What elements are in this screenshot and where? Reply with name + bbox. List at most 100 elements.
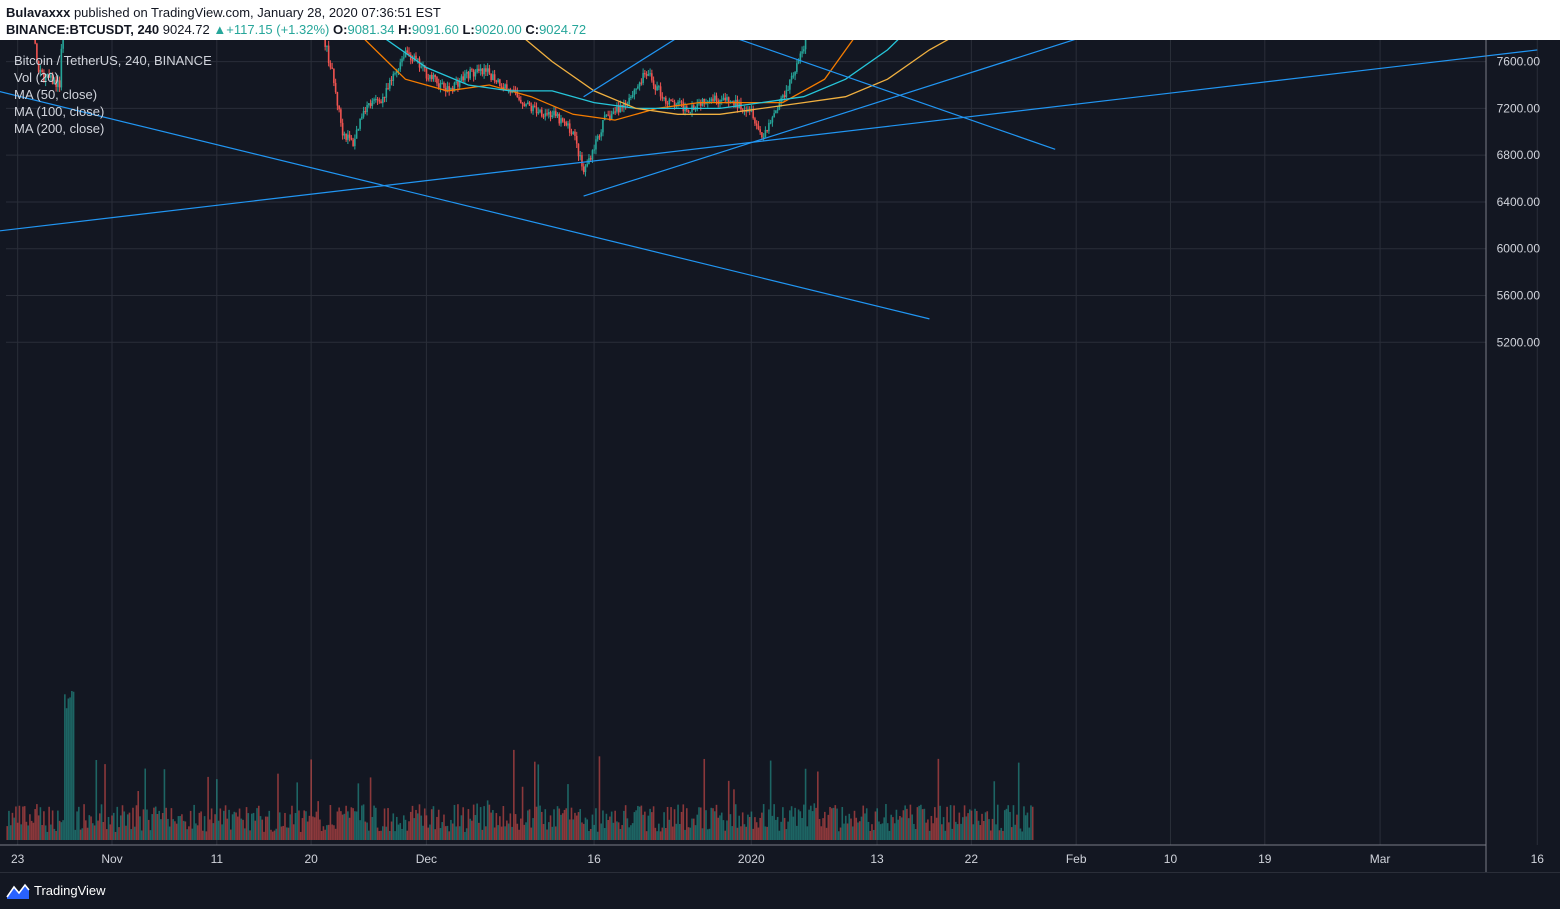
volume-bar [394,831,396,840]
candle [672,98,674,103]
candle [630,95,632,101]
candle-body [549,112,552,118]
volume-bar [502,806,505,840]
candle-body [460,76,463,82]
volume-bar [382,826,384,840]
candle [434,74,437,83]
volume-bar [986,811,989,840]
candle [469,66,471,80]
volume-bar [1014,824,1017,840]
legend-ma100[interactable]: MA (100, close) [14,104,105,119]
candle [465,69,468,79]
candle-body [727,97,730,103]
time-axis[interactable]: 23 Nov 11 20 Dec 16 2020 13 22 Feb 10 19 Mar 16 [0,844,1544,866]
candle [656,81,658,91]
volume-bar [261,819,264,840]
candle [561,117,564,123]
volume-bar [369,777,372,840]
volume-bar [416,813,419,840]
author-name[interactable]: Bulavaxxx [6,5,71,20]
volume-bar [233,811,236,840]
volume-bar [647,815,650,840]
candle [651,69,653,83]
candle [411,55,414,64]
volume-bar [568,819,571,840]
candle-body [603,115,606,121]
tradingview-brand[interactable]: TradingView [34,883,106,898]
volume-bar [462,807,464,840]
volume-bar [984,812,987,840]
candle-body [329,63,332,68]
time-tick-label: 23 [11,852,25,866]
candle [598,134,601,140]
volume-bar [375,807,377,840]
volume-bar [1000,827,1003,840]
candle [579,150,582,161]
candle-body [670,99,672,101]
candle [705,98,707,105]
volume-bar [605,813,608,840]
volume-bar [436,816,438,840]
volume-bar [516,823,519,840]
volume-bar [172,819,174,840]
volume-bar [640,805,643,840]
volume-bar [22,806,24,840]
legend-title[interactable]: Bitcoin / TetherUS, 240, BINANCE [14,53,212,68]
candle [670,99,672,102]
price-chart[interactable]: 11600.0011200.0010800.0010400.0010000.00… [0,40,1560,872]
volume-bar [623,810,625,840]
volume-bar [275,828,278,840]
volume-bar [780,821,782,840]
volume-bar [694,825,697,840]
candle-body [385,88,388,98]
volume-bar [219,808,222,840]
volume-bar [305,811,307,840]
last-price: 9024.72 [162,22,210,37]
candle [754,116,756,127]
candle-body [535,107,538,114]
legend-ma50[interactable]: MA (50, close) [14,87,98,102]
candle [633,88,636,100]
candle-body [467,72,470,79]
candle [727,96,730,108]
price-axis[interactable]: 11600.0011200.0010800.0010400.0010000.00… [1485,40,1546,872]
volume-bar [212,823,215,840]
candle [397,68,400,76]
volume-bar [474,815,477,840]
candle [382,93,384,108]
volume-bar [843,823,845,840]
open-label: O: [333,22,348,37]
candle-body [612,111,615,114]
candle-body [352,139,354,147]
candle-body [605,114,608,116]
candle-body [341,122,344,136]
volume-bar [916,807,919,840]
volume-bar [48,806,50,840]
volume-bar [769,760,772,840]
time-tick-label: Nov [101,852,122,866]
volume-bar [441,822,444,840]
legend-volume[interactable]: Vol (20) [14,70,59,85]
volume-bar [925,822,927,840]
volume-bar [268,810,271,840]
candle [371,98,374,109]
volume-bar [726,820,728,840]
candle-body [495,81,498,83]
candle-body [520,99,522,103]
candle-body [425,68,428,79]
legend-ma200[interactable]: MA (200, close) [14,121,105,136]
candle-body [579,155,582,157]
volume-bar [413,818,416,840]
volume-bar [904,805,906,840]
tradingview-logo-icon[interactable] [6,882,30,900]
volume-bar [361,805,363,840]
volume-bar [624,805,627,840]
candle-body [474,72,477,77]
candle [347,130,349,144]
volume-bar [886,823,889,840]
volume-bar [317,801,319,840]
volume-bar [250,813,253,840]
volume-bar [432,806,435,840]
candle-body [741,109,744,111]
volume-bar [670,807,672,840]
